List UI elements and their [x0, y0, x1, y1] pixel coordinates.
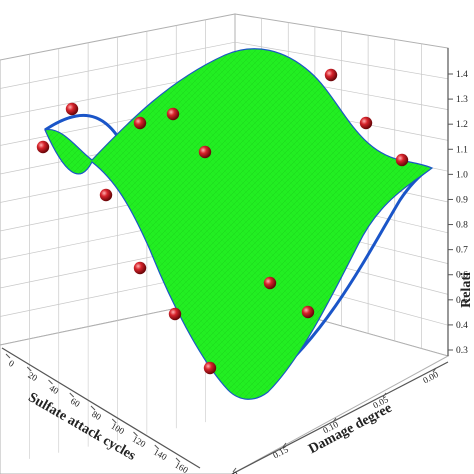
x-tick-mark: [154, 444, 160, 450]
z-tick-label: 0.3: [456, 346, 468, 356]
data-marker: [359, 116, 373, 130]
z-tick-label: 0.8: [456, 221, 468, 231]
z-tick-label: 0.7: [456, 246, 468, 256]
surface: [44, 48, 434, 400]
x-tick-mark: [133, 431, 138, 437]
z-tick-labels: 0.3 0.4 0.5 0.6 0.7 0.8 0.9 1.0 1.1 1.2 1.3 1.4: [448, 70, 468, 356]
z-tick-label: 1.2: [456, 120, 468, 130]
z-tick-label: 1.3: [456, 95, 468, 105]
data-marker: [36, 140, 50, 154]
x-tick-label: 160: [173, 460, 190, 474]
x-tick-mark: [26, 366, 32, 372]
data-marker: [324, 68, 338, 82]
z-tick-label: 0.6: [456, 271, 468, 281]
data-marker: [133, 261, 147, 275]
data-marker: [133, 116, 147, 130]
data-marker: [65, 102, 79, 116]
data-marker: [395, 153, 409, 167]
y-tick-mark: [432, 367, 437, 373]
data-marker: [198, 145, 212, 159]
y-tick-mark: [282, 442, 287, 448]
data-marker: [166, 107, 180, 121]
x-tick-mark: [69, 392, 75, 398]
data-marker: [203, 361, 217, 375]
z-tick-label: 0.4: [456, 321, 468, 331]
z-tick-label: 1.4: [456, 70, 468, 80]
x-axis-line: [1, 347, 201, 469]
data-marker: [263, 276, 277, 290]
x-tick-mark: [5, 353, 11, 359]
z-tick-label: 1.0: [456, 170, 468, 180]
data-marker: [301, 305, 315, 319]
x-tick-mark: [111, 418, 117, 424]
z-tick-label: 0.9: [456, 195, 468, 205]
data-markers: [36, 68, 409, 375]
surface-mesh: [45, 48, 432, 400]
z-tick-label: 0.5: [456, 296, 468, 306]
y-tick-mark: [332, 417, 337, 423]
y-tick-mark: [232, 467, 237, 473]
x-tick-mark: [48, 379, 53, 385]
data-marker: [99, 188, 113, 202]
z-axis-title: Relati: [459, 272, 474, 308]
y-tick-label: 0.00: [421, 369, 440, 385]
x-tick-mark: [90, 405, 96, 411]
z-tick-label: 1.1: [456, 145, 468, 155]
data-marker: [168, 307, 182, 321]
y-axis-line: [231, 361, 449, 474]
y-tick-mark: [382, 392, 387, 398]
y-tick-label: 0.20: [221, 469, 240, 474]
x-tick-label: 0: [7, 358, 16, 369]
x-tick-mark: [175, 457, 181, 463]
